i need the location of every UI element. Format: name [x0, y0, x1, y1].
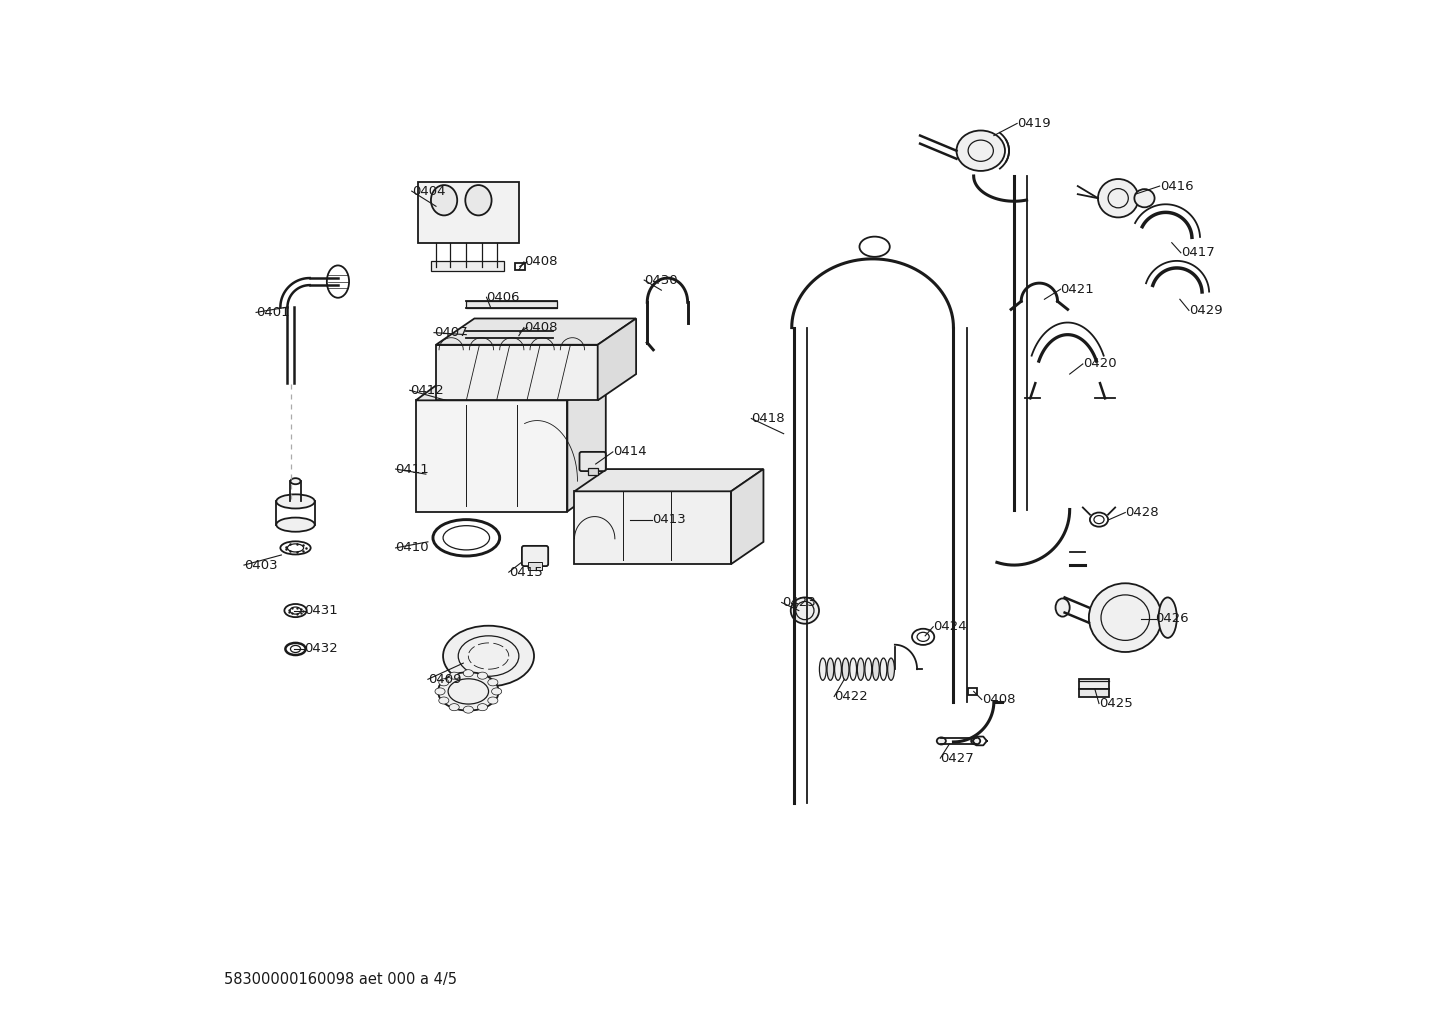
Text: 0408: 0408 [523, 321, 558, 334]
Polygon shape [574, 469, 763, 491]
Ellipse shape [431, 185, 457, 215]
Ellipse shape [477, 673, 487, 680]
Polygon shape [567, 372, 606, 512]
Text: 0420: 0420 [1083, 358, 1116, 371]
Ellipse shape [438, 697, 448, 704]
Polygon shape [731, 469, 763, 565]
Ellipse shape [828, 658, 833, 681]
Ellipse shape [438, 673, 499, 710]
Bar [1079, 680, 1109, 690]
Ellipse shape [1056, 598, 1070, 616]
Ellipse shape [435, 688, 446, 695]
Text: 0408: 0408 [982, 693, 1015, 706]
Text: 0411: 0411 [395, 463, 430, 476]
Text: 0422: 0422 [833, 690, 868, 703]
Text: 0426: 0426 [1155, 612, 1190, 625]
Text: 0401: 0401 [257, 306, 290, 319]
Text: 0403: 0403 [244, 558, 278, 572]
Text: 0427: 0427 [940, 752, 973, 764]
Ellipse shape [443, 626, 534, 687]
Ellipse shape [956, 130, 1005, 171]
Ellipse shape [880, 658, 887, 681]
Text: 0432: 0432 [304, 642, 339, 655]
Text: 0429: 0429 [1190, 304, 1223, 317]
Ellipse shape [1097, 179, 1138, 217]
Ellipse shape [487, 697, 497, 704]
Text: 0417: 0417 [1181, 247, 1214, 259]
Ellipse shape [858, 658, 864, 681]
Text: 0430: 0430 [645, 273, 678, 286]
Bar [1079, 690, 1109, 697]
Text: 58300000160098 aet 000 a 4/5: 58300000160098 aet 000 a 4/5 [224, 971, 457, 986]
Ellipse shape [463, 706, 473, 713]
Text: 0423: 0423 [782, 596, 815, 609]
Ellipse shape [849, 658, 857, 681]
Ellipse shape [1135, 190, 1155, 207]
Text: 0404: 0404 [412, 184, 446, 198]
Ellipse shape [1158, 597, 1177, 638]
Ellipse shape [466, 185, 492, 215]
FancyBboxPatch shape [435, 344, 597, 400]
Polygon shape [415, 372, 606, 400]
Ellipse shape [463, 669, 473, 677]
Text: 0406: 0406 [486, 290, 521, 304]
Ellipse shape [438, 679, 448, 686]
FancyBboxPatch shape [580, 451, 606, 471]
Text: 0408: 0408 [523, 256, 558, 268]
Text: 0410: 0410 [395, 541, 430, 554]
Text: 0409: 0409 [428, 673, 461, 686]
Text: 0412: 0412 [410, 384, 444, 396]
Ellipse shape [477, 704, 487, 710]
Text: 0415: 0415 [509, 566, 542, 579]
Text: 0431: 0431 [304, 604, 339, 618]
FancyBboxPatch shape [587, 468, 597, 475]
Text: 0414: 0414 [613, 445, 646, 459]
Ellipse shape [1089, 583, 1162, 652]
FancyBboxPatch shape [574, 491, 731, 565]
Ellipse shape [448, 673, 459, 680]
Ellipse shape [872, 658, 880, 681]
Text: 0419: 0419 [1017, 117, 1051, 130]
Ellipse shape [865, 658, 872, 681]
Ellipse shape [277, 494, 314, 508]
Ellipse shape [970, 738, 981, 745]
Text: 0407: 0407 [434, 326, 467, 339]
Text: 0428: 0428 [1125, 506, 1159, 519]
Text: 0416: 0416 [1159, 179, 1193, 193]
Text: 0424: 0424 [933, 621, 968, 633]
FancyBboxPatch shape [415, 400, 567, 512]
Ellipse shape [448, 704, 459, 710]
Text: 0425: 0425 [1099, 697, 1133, 710]
FancyBboxPatch shape [528, 562, 542, 571]
Ellipse shape [790, 597, 819, 624]
Ellipse shape [487, 679, 497, 686]
Polygon shape [597, 319, 636, 400]
FancyBboxPatch shape [418, 182, 519, 243]
Text: 0418: 0418 [751, 412, 784, 425]
Ellipse shape [842, 658, 849, 681]
Ellipse shape [937, 738, 946, 745]
Bar [466, 330, 554, 337]
Ellipse shape [290, 478, 300, 484]
Ellipse shape [277, 518, 314, 532]
Ellipse shape [835, 658, 841, 681]
Ellipse shape [888, 658, 894, 681]
Ellipse shape [492, 688, 502, 695]
Ellipse shape [819, 658, 826, 681]
Bar [466, 302, 557, 309]
Text: 0413: 0413 [652, 514, 686, 526]
FancyBboxPatch shape [522, 546, 548, 567]
FancyBboxPatch shape [431, 261, 503, 271]
Text: 0421: 0421 [1060, 282, 1094, 296]
Polygon shape [435, 319, 636, 344]
